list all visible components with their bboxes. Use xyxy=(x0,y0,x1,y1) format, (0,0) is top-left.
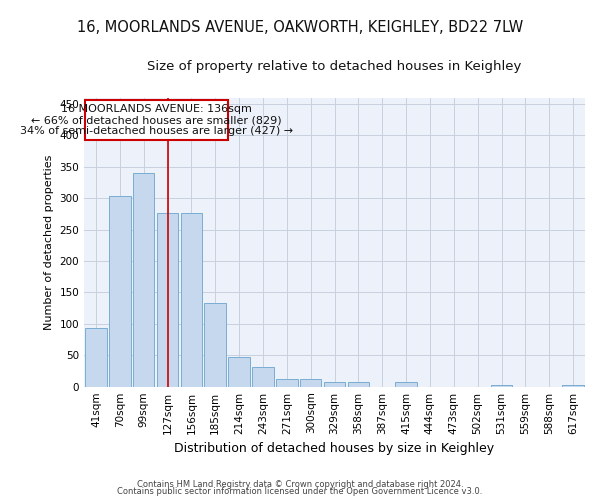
Bar xyxy=(157,212,178,386)
FancyBboxPatch shape xyxy=(85,100,229,140)
Bar xyxy=(205,303,226,386)
Bar xyxy=(276,378,298,386)
Text: 16 MOORLANDS AVENUE: 136sqm: 16 MOORLANDS AVENUE: 136sqm xyxy=(61,104,252,114)
Y-axis label: Number of detached properties: Number of detached properties xyxy=(44,154,54,330)
Bar xyxy=(300,378,322,386)
Bar xyxy=(229,357,250,386)
Text: 34% of semi-detached houses are larger (427) →: 34% of semi-detached houses are larger (… xyxy=(20,126,293,136)
Text: Contains HM Land Registry data © Crown copyright and database right 2024.: Contains HM Land Registry data © Crown c… xyxy=(137,480,463,489)
Text: 16, MOORLANDS AVENUE, OAKWORTH, KEIGHLEY, BD22 7LW: 16, MOORLANDS AVENUE, OAKWORTH, KEIGHLEY… xyxy=(77,20,523,35)
Bar xyxy=(133,172,154,386)
Bar xyxy=(109,196,131,386)
Bar xyxy=(324,382,345,386)
Bar xyxy=(395,382,417,386)
Bar xyxy=(181,212,202,386)
Bar xyxy=(252,367,274,386)
Title: Size of property relative to detached houses in Keighley: Size of property relative to detached ho… xyxy=(148,60,522,73)
Text: ← 66% of detached houses are smaller (829): ← 66% of detached houses are smaller (82… xyxy=(31,116,282,126)
Text: Contains public sector information licensed under the Open Government Licence v3: Contains public sector information licen… xyxy=(118,487,482,496)
Bar xyxy=(491,385,512,386)
X-axis label: Distribution of detached houses by size in Keighley: Distribution of detached houses by size … xyxy=(175,442,494,455)
Bar xyxy=(85,328,107,386)
Bar xyxy=(347,382,369,386)
Bar xyxy=(562,385,584,386)
